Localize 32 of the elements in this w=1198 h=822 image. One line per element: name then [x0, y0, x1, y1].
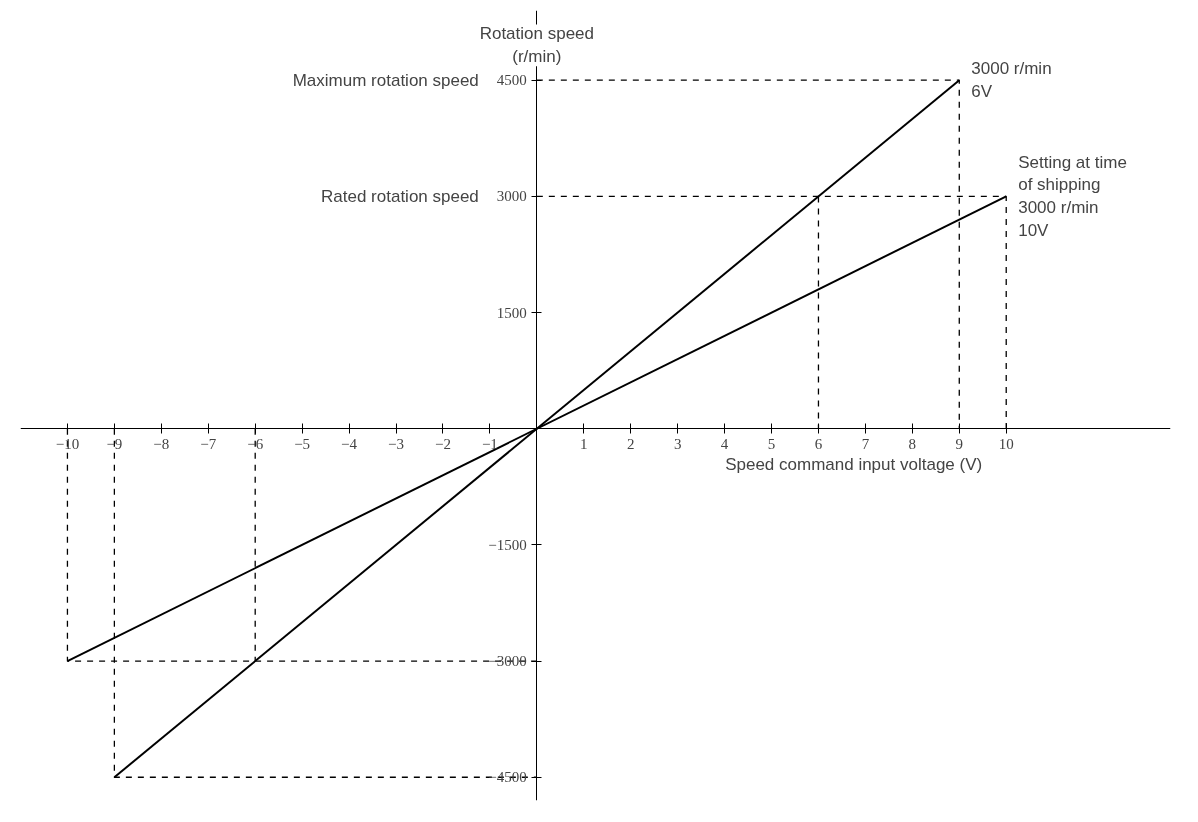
- annotation: 3000 r/min 6V: [971, 59, 1052, 102]
- x-tick-label: 8: [908, 435, 917, 452]
- x-tick-label: −7: [200, 435, 217, 452]
- x-tick-label: 1: [580, 435, 588, 452]
- x-tick-label: 10: [998, 435, 1014, 452]
- annotation: Setting at time of shipping 3000 r/min 10V: [1018, 152, 1127, 241]
- x-tick-label: −8: [153, 435, 170, 452]
- annotation: Rated rotation speed: [321, 186, 479, 206]
- x-tick-label: −6: [247, 435, 264, 452]
- x-tick-label: 9: [955, 435, 964, 452]
- x-tick-label: −9: [106, 435, 123, 452]
- x-tick-label: 6: [814, 435, 823, 452]
- x-tick-label: −10: [55, 435, 80, 452]
- x-tick-label: −1: [481, 435, 498, 452]
- x-axis-title: Speed command input voltage (V): [725, 454, 983, 474]
- y-tick-label: −1500: [488, 536, 527, 553]
- x-tick-label: 7: [861, 435, 870, 452]
- x-tick-label: −2: [434, 435, 451, 452]
- x-tick-label: 4: [720, 435, 729, 452]
- x-tick-label: 2: [626, 435, 635, 452]
- y-tick-label: 1500: [496, 304, 527, 321]
- y-tick-label: 3000: [496, 188, 527, 205]
- y-tick-label: −4500: [488, 769, 527, 786]
- annotation: Maximum rotation speed: [292, 70, 479, 90]
- x-tick-label: −4: [341, 435, 358, 452]
- x-tick-label: 3: [673, 435, 682, 452]
- y-tick-label: −3000: [488, 653, 527, 670]
- x-tick-label: −3: [388, 435, 404, 452]
- x-tick-label: −5: [294, 435, 311, 452]
- y-axis-title: Rotation speed (r/min): [479, 24, 595, 67]
- x-tick-label: 5: [767, 435, 776, 452]
- y-tick-label: 4500: [496, 72, 527, 89]
